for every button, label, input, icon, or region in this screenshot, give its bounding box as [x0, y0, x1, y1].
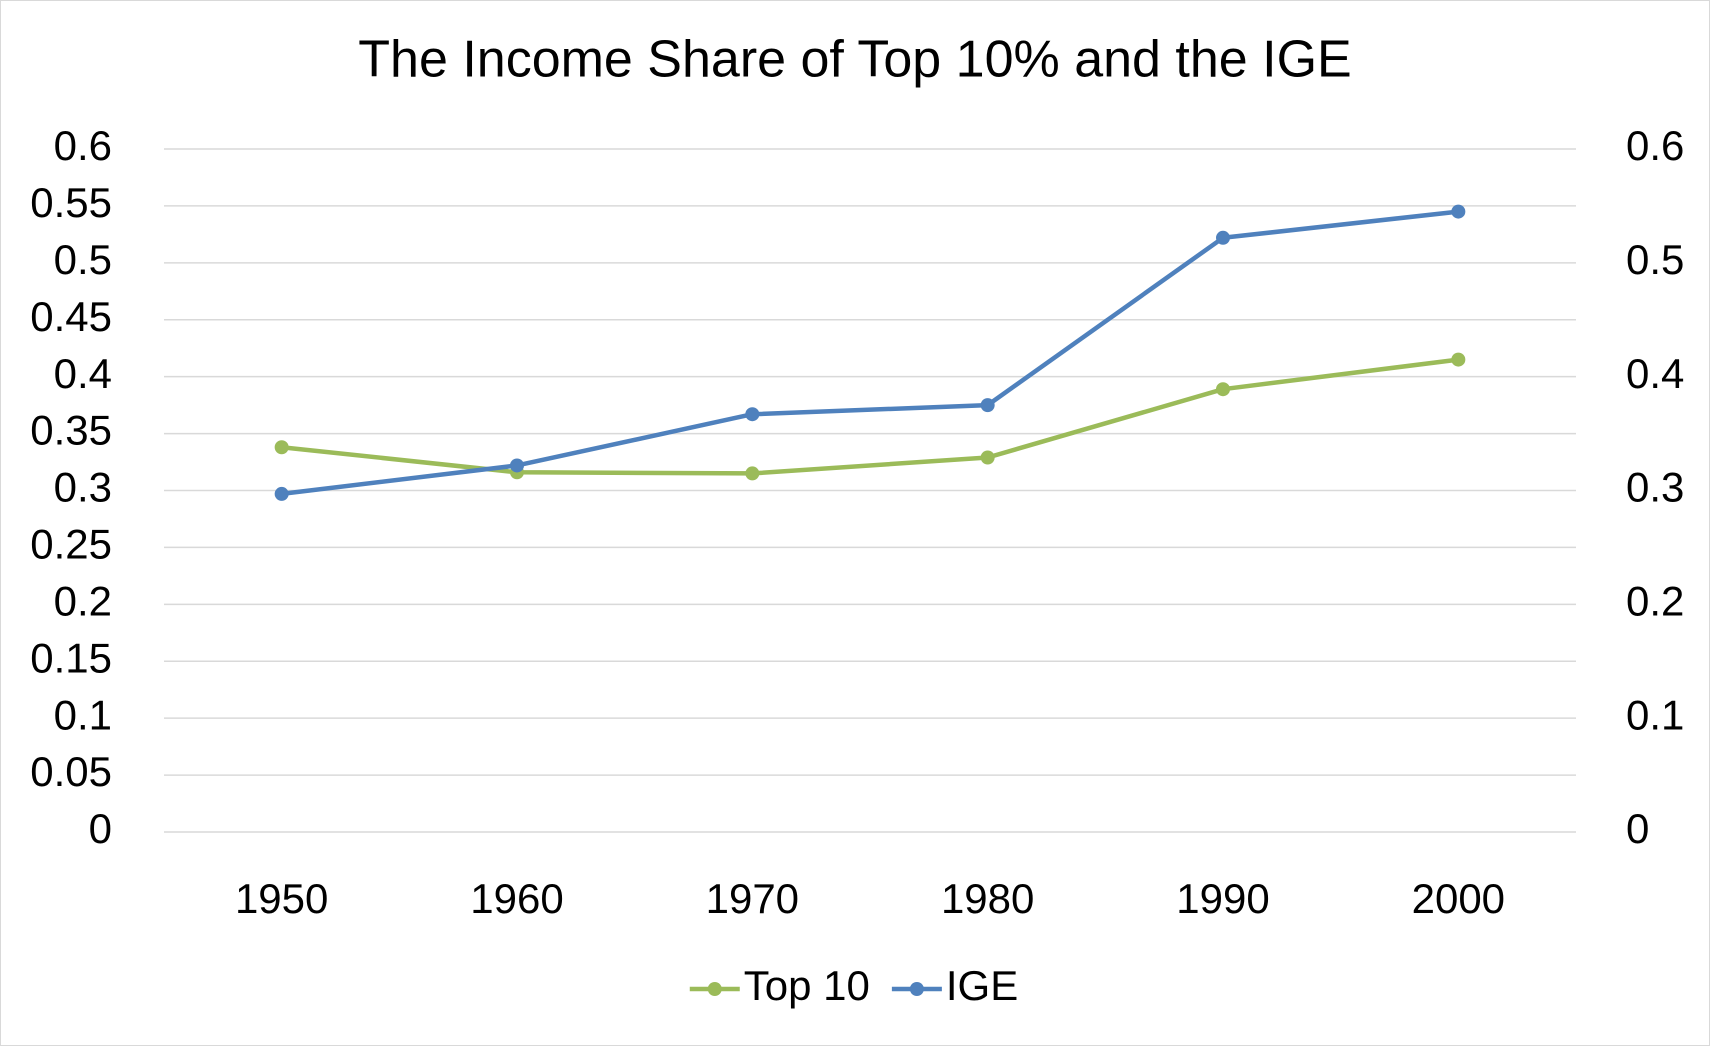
y2-tick-label: 0 — [1626, 805, 1649, 852]
y2-tick-label: 0.5 — [1626, 236, 1684, 283]
point — [1216, 230, 1230, 245]
y2-tick-label: 0.3 — [1626, 464, 1684, 511]
series-line — [281, 209, 1459, 497]
point — [980, 450, 995, 465]
y-tick-label: 0.25 — [30, 521, 112, 568]
legend-marker — [909, 982, 924, 996]
y2-tick-label: 0.4 — [1626, 350, 1684, 397]
point — [745, 466, 760, 481]
point — [1216, 382, 1230, 397]
point — [745, 407, 760, 422]
legend-label: IGE — [946, 962, 1018, 1009]
point — [980, 398, 995, 413]
y2-tick-label: 0.1 — [1626, 691, 1684, 738]
legend-label: Top 10 — [744, 962, 870, 1009]
y-tick-label: 0.35 — [30, 407, 112, 454]
y-tick-label: 0.45 — [30, 293, 112, 340]
point — [1451, 352, 1466, 367]
y-tick-label: 0.5 — [54, 236, 112, 283]
x-tick-label: 1970 — [706, 875, 799, 922]
y-tick-label: 0.2 — [54, 577, 112, 624]
point — [1451, 204, 1466, 219]
x-tick-label: 1980 — [941, 875, 1034, 922]
x-tick-label: 2000 — [1412, 875, 1505, 922]
y-tick-label: 0.05 — [30, 748, 112, 795]
y-tick-label: 0 — [89, 805, 112, 852]
legend-marker — [707, 982, 722, 996]
y-tick-label: 0.55 — [30, 179, 112, 226]
point — [274, 440, 289, 455]
point — [274, 486, 289, 501]
y-tick-label: 0.15 — [30, 634, 112, 681]
chart-title: The Income Share of Top 10% and the IGE — [358, 31, 1351, 89]
y-tick-label: 0.4 — [54, 350, 112, 397]
x-tick-label: 1960 — [470, 875, 563, 922]
y2-tick-label: 0.2 — [1626, 577, 1684, 624]
x-tick-label: 1990 — [1176, 875, 1269, 922]
point — [510, 458, 524, 473]
y-tick-label: 0.1 — [54, 691, 112, 738]
y-tick-label: 0.6 — [54, 122, 112, 169]
y2-tick-label: 0.6 — [1626, 122, 1684, 169]
y-tick-label: 0.3 — [54, 464, 112, 511]
x-tick-label: 1950 — [235, 875, 328, 922]
